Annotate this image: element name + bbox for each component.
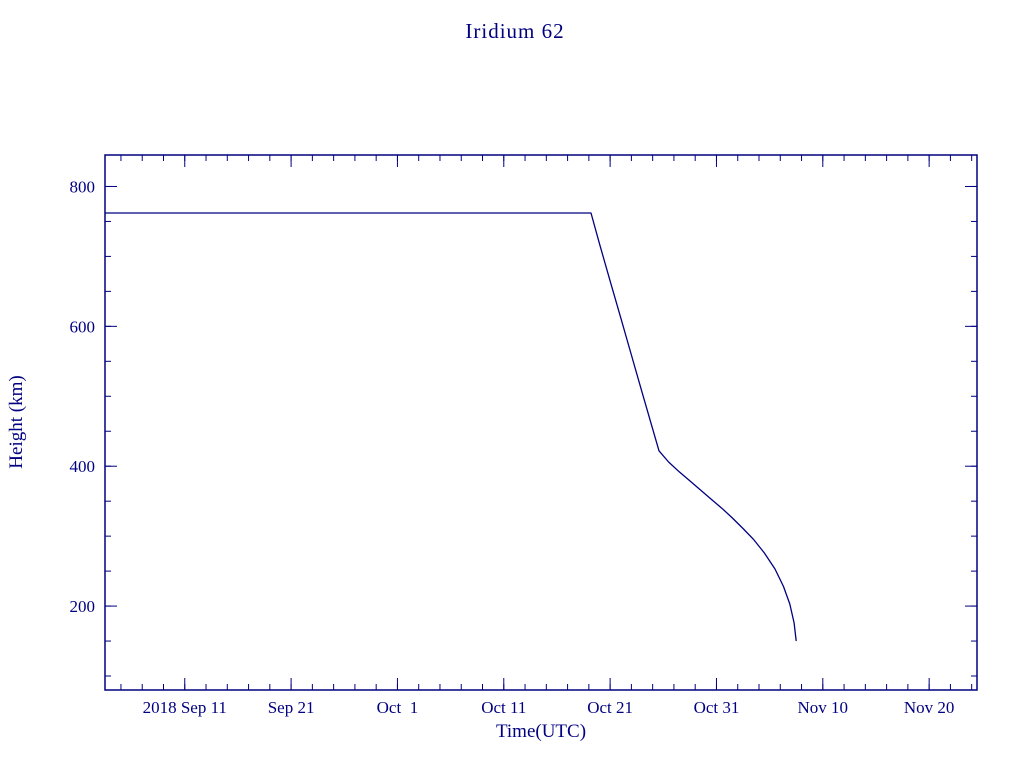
plot-area: 2018 Sep 11 Sep 21 Oct 1 Oct 11 Oct 21 Oct 31… (70, 154, 978, 717)
x-axis-label: Time(UTC) (496, 721, 586, 742)
x-tick-label: Oct 31 (694, 698, 740, 717)
y-tick-label: 800 (70, 177, 96, 196)
y-tick-label: 600 (70, 317, 96, 336)
x-tick-label: Nov 20 (904, 698, 955, 717)
height-series-line (105, 212, 797, 642)
y-tick-label: 400 (70, 457, 96, 476)
x-tick-label: Sep 21 (268, 698, 315, 717)
y-tick-label: 200 (70, 597, 96, 616)
x-tick-label: Oct 21 (587, 698, 633, 717)
chart-title: Iridium 62 (465, 19, 564, 43)
x-tick-label: Oct 11 (481, 698, 526, 717)
x-tick-label: Nov 10 (798, 698, 849, 717)
plot-frame (104, 154, 978, 691)
y-axis-label: Height (km) (6, 375, 27, 468)
x-tick-label: 2018 Sep 11 (143, 698, 227, 717)
x-tick-label: Oct 1 (377, 698, 419, 717)
